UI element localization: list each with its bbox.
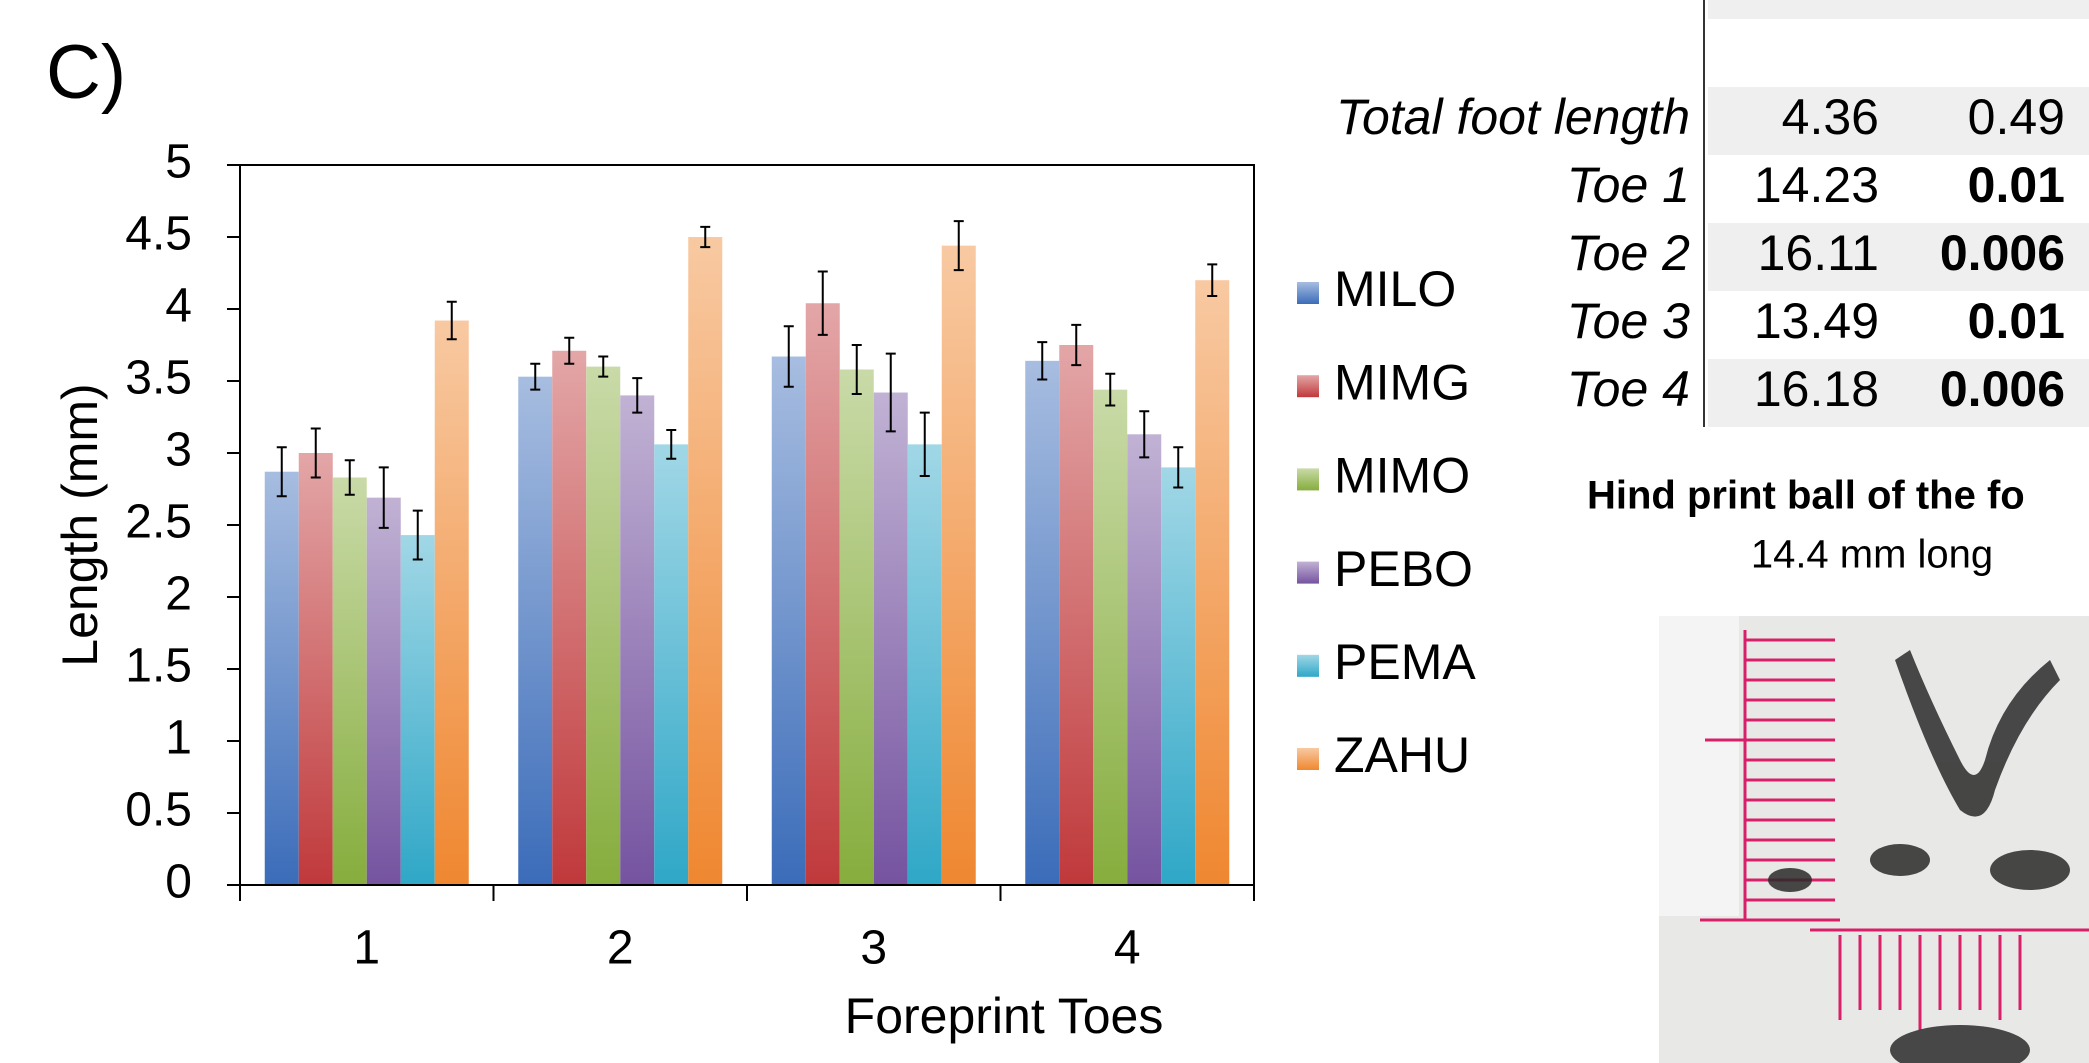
- y-tick-label: 4.5: [125, 208, 192, 261]
- x-tick-label: 3: [860, 922, 887, 975]
- bar: [1195, 280, 1229, 885]
- legend-label: ZAHU: [1334, 727, 1470, 783]
- table-row-label: Toe 4: [1567, 361, 1690, 417]
- table-cell: 0.006: [1940, 225, 2065, 281]
- bar: [688, 237, 722, 885]
- y-tick-label: 2.5: [125, 496, 192, 549]
- bar: [586, 367, 620, 885]
- y-tick-label: 3.5: [125, 352, 192, 405]
- bar: [265, 472, 299, 885]
- table-row-label: Toe 1: [1567, 157, 1690, 213]
- bar: [435, 321, 469, 885]
- bar: [1059, 345, 1093, 885]
- photo-subtitle: 14.4 mm long: [1751, 533, 1993, 577]
- table-row-label: Toe 2: [1567, 225, 1690, 281]
- bar: [942, 246, 976, 885]
- y-tick-label: 5: [165, 136, 192, 189]
- x-tick-label: 2: [607, 922, 634, 975]
- y-tick-label: 0: [165, 856, 192, 909]
- bar: [874, 393, 908, 885]
- legend-label: MIMO: [1334, 448, 1470, 504]
- table-cell: 4.36: [1782, 89, 1879, 145]
- legend-label: PEMA: [1334, 634, 1476, 690]
- bar: [1161, 467, 1195, 885]
- table-row-label: Total foot length: [1336, 89, 1690, 145]
- table-cell: 0.49: [1968, 89, 2065, 145]
- table-cell: 16.11: [1758, 225, 1879, 281]
- bar: [908, 444, 942, 885]
- bar: [1093, 390, 1127, 885]
- y-tick-label: 2: [165, 568, 192, 621]
- legend-label: PEBO: [1334, 541, 1473, 597]
- table-cell: 0.006: [1940, 361, 2065, 417]
- panel-label: C): [46, 30, 126, 115]
- legend-swatch: [1297, 375, 1319, 397]
- legend-swatch: [1297, 282, 1319, 304]
- x-tick-label: 1: [353, 922, 380, 975]
- table-cell: 14.23: [1754, 157, 1879, 213]
- page: {"figure_label": "C)", "chart_data": {"t…: [0, 0, 2089, 1063]
- bar: [772, 357, 806, 885]
- bar: [552, 351, 586, 885]
- bar: [1127, 434, 1161, 885]
- legend-swatch: [1297, 468, 1319, 490]
- bar: [654, 444, 688, 885]
- bar: [401, 535, 435, 885]
- table-row-label: Toe 3: [1567, 293, 1690, 349]
- legend-label: MILO: [1334, 261, 1456, 317]
- bar: [840, 369, 874, 885]
- y-tick-label: 3: [165, 424, 192, 477]
- x-tick-label: 4: [1114, 922, 1141, 975]
- y-tick-label: 0.5: [125, 784, 192, 837]
- table-cell: 0.01: [1968, 293, 2065, 349]
- bar: [518, 377, 552, 885]
- legend-swatch: [1297, 748, 1319, 770]
- table-row-bg: [1708, 0, 2089, 19]
- y-tick-label: 4: [165, 280, 192, 333]
- bar: [620, 395, 654, 885]
- figure: C) Foreprint Toes Length (mm) Hind print…: [0, 0, 2089, 1063]
- x-axis-label: Foreprint Toes: [845, 988, 1164, 1044]
- photo-title: Hind print ball of the fo: [1587, 474, 2025, 518]
- table-cell: 0.01: [1968, 157, 2065, 213]
- bar: [1025, 361, 1059, 885]
- y-tick-label: 1: [165, 712, 192, 765]
- legend-label: MIMG: [1334, 354, 1470, 410]
- bar: [806, 303, 840, 885]
- bar: [333, 477, 367, 885]
- bar: [299, 453, 333, 885]
- y-axis-label: Length (mm): [52, 383, 108, 666]
- photo: [1659, 616, 2089, 1063]
- legend-swatch: [1297, 655, 1319, 677]
- bar: [367, 498, 401, 885]
- table-cell: 16.18: [1754, 361, 1879, 417]
- table-cell: 13.49: [1754, 293, 1879, 349]
- y-tick-label: 1.5: [125, 640, 192, 693]
- legend-swatch: [1297, 562, 1319, 584]
